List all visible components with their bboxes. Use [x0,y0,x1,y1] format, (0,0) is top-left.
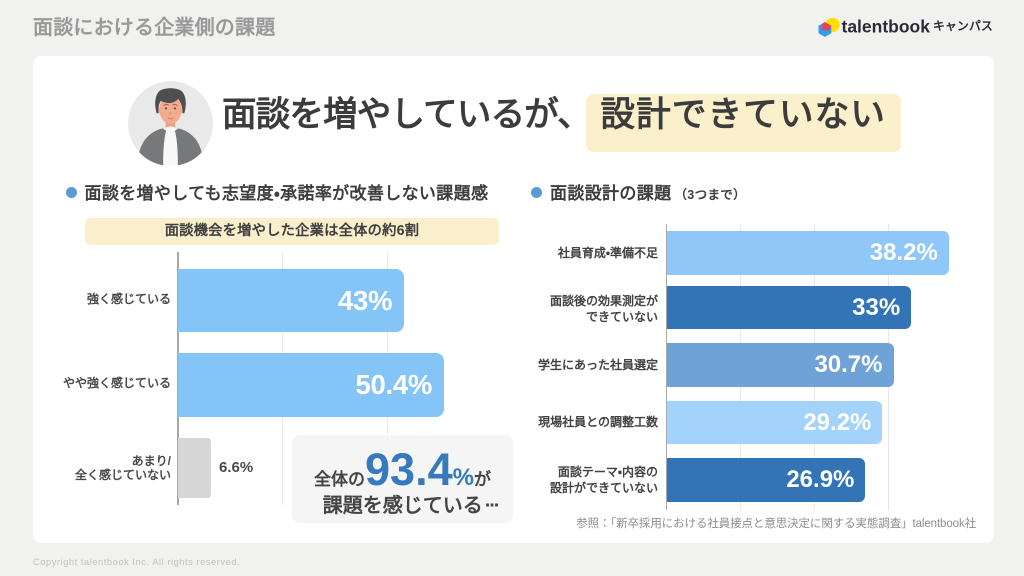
svg-text:talentbook: talentbook [842,16,931,36]
svg-text:キャンパス: キャンパス [933,19,993,33]
